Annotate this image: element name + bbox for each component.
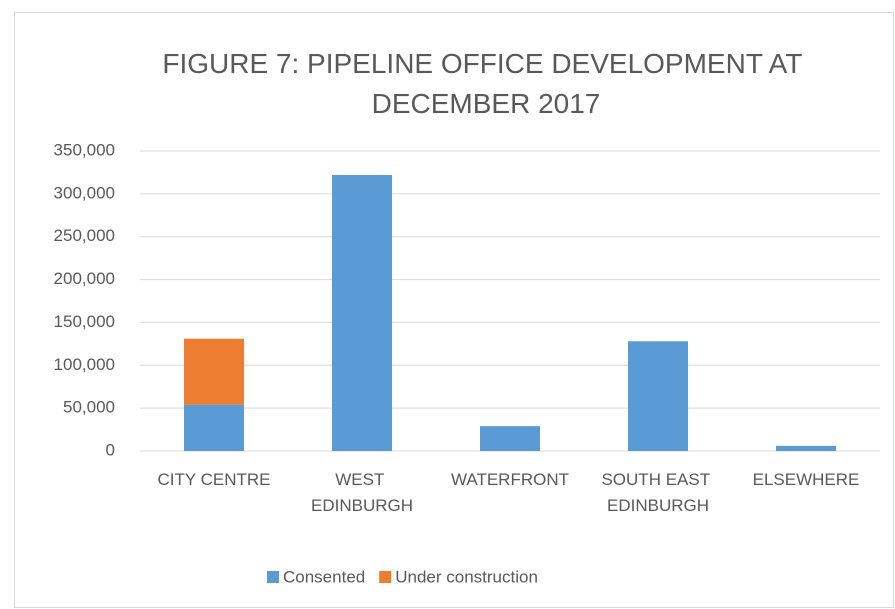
bar [628, 341, 688, 451]
legend-swatch [267, 571, 279, 583]
y-tick-label: 200,000 [54, 269, 115, 288]
y-tick-label: 350,000 [54, 140, 115, 159]
bar [184, 404, 244, 451]
x-tick-label: WEST EDINBURGH [311, 470, 413, 515]
bar [332, 175, 392, 451]
bar [184, 338, 244, 405]
y-tick-label: 300,000 [54, 183, 115, 202]
y-tick-label: 150,000 [54, 312, 115, 331]
chart-title: FIGURE 7: PIPELINE OFFICE DEVELOPMENT AT… [162, 48, 809, 119]
x-tick-label: SOUTH EAST EDINBURGH [601, 470, 714, 515]
x-tick-label: ELSEWHERE [753, 470, 860, 489]
legend-label: Under construction [395, 567, 538, 586]
chart-border [14, 12, 894, 608]
y-tick-label: 0 [106, 440, 115, 459]
x-tick-label: WATERFRONT [451, 470, 569, 489]
x-tick-label: CITY CENTRE [157, 470, 270, 489]
legend-swatch [379, 571, 392, 583]
y-tick-label: 100,000 [54, 355, 115, 374]
bar [776, 445, 836, 451]
y-tick-label: 50,000 [63, 398, 115, 417]
y-tick-label: 250,000 [54, 226, 115, 245]
legend-label: Consented [283, 567, 365, 586]
bar [480, 426, 540, 451]
